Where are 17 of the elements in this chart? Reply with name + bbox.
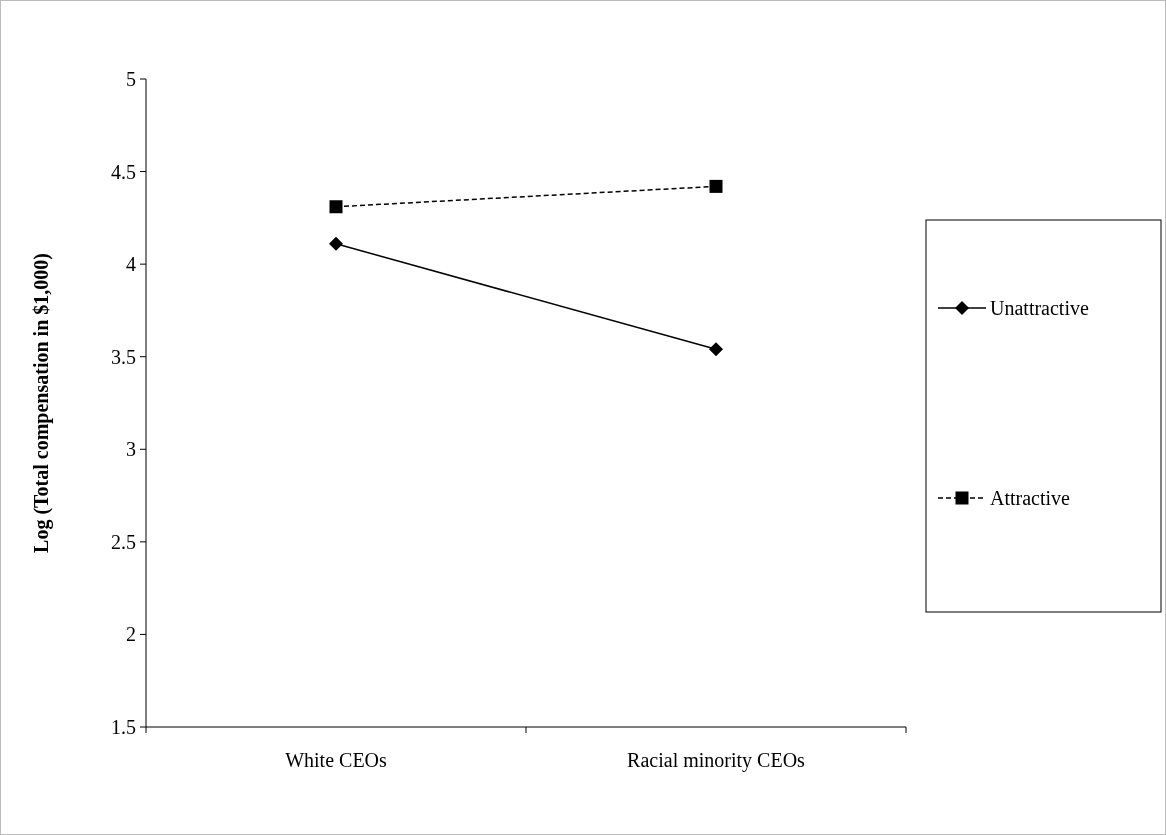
y-tick-label: 2.5 bbox=[111, 530, 136, 553]
point bbox=[709, 342, 723, 357]
y-tick-label: 4.5 bbox=[111, 160, 136, 183]
y-axis-title: Log (Total compensation in $1,000) bbox=[30, 253, 53, 553]
legend-label: Unattractive bbox=[990, 297, 1089, 319]
x-tick-label: White CEOs bbox=[285, 749, 388, 771]
y-tick-label: 4 bbox=[126, 253, 136, 276]
point bbox=[329, 200, 343, 214]
point bbox=[709, 179, 723, 193]
y-tick-label: 5 bbox=[126, 68, 136, 90]
y-tick-label: 2 bbox=[126, 623, 136, 646]
point bbox=[329, 236, 343, 251]
legend-label: Attractive bbox=[990, 487, 1071, 509]
y-tick-label: 3 bbox=[126, 438, 136, 461]
y-tick-label: 3.5 bbox=[111, 345, 136, 368]
x-tick-label: Racial minority CEOs bbox=[627, 749, 806, 772]
y-tick-label: 1.5 bbox=[111, 716, 136, 738]
